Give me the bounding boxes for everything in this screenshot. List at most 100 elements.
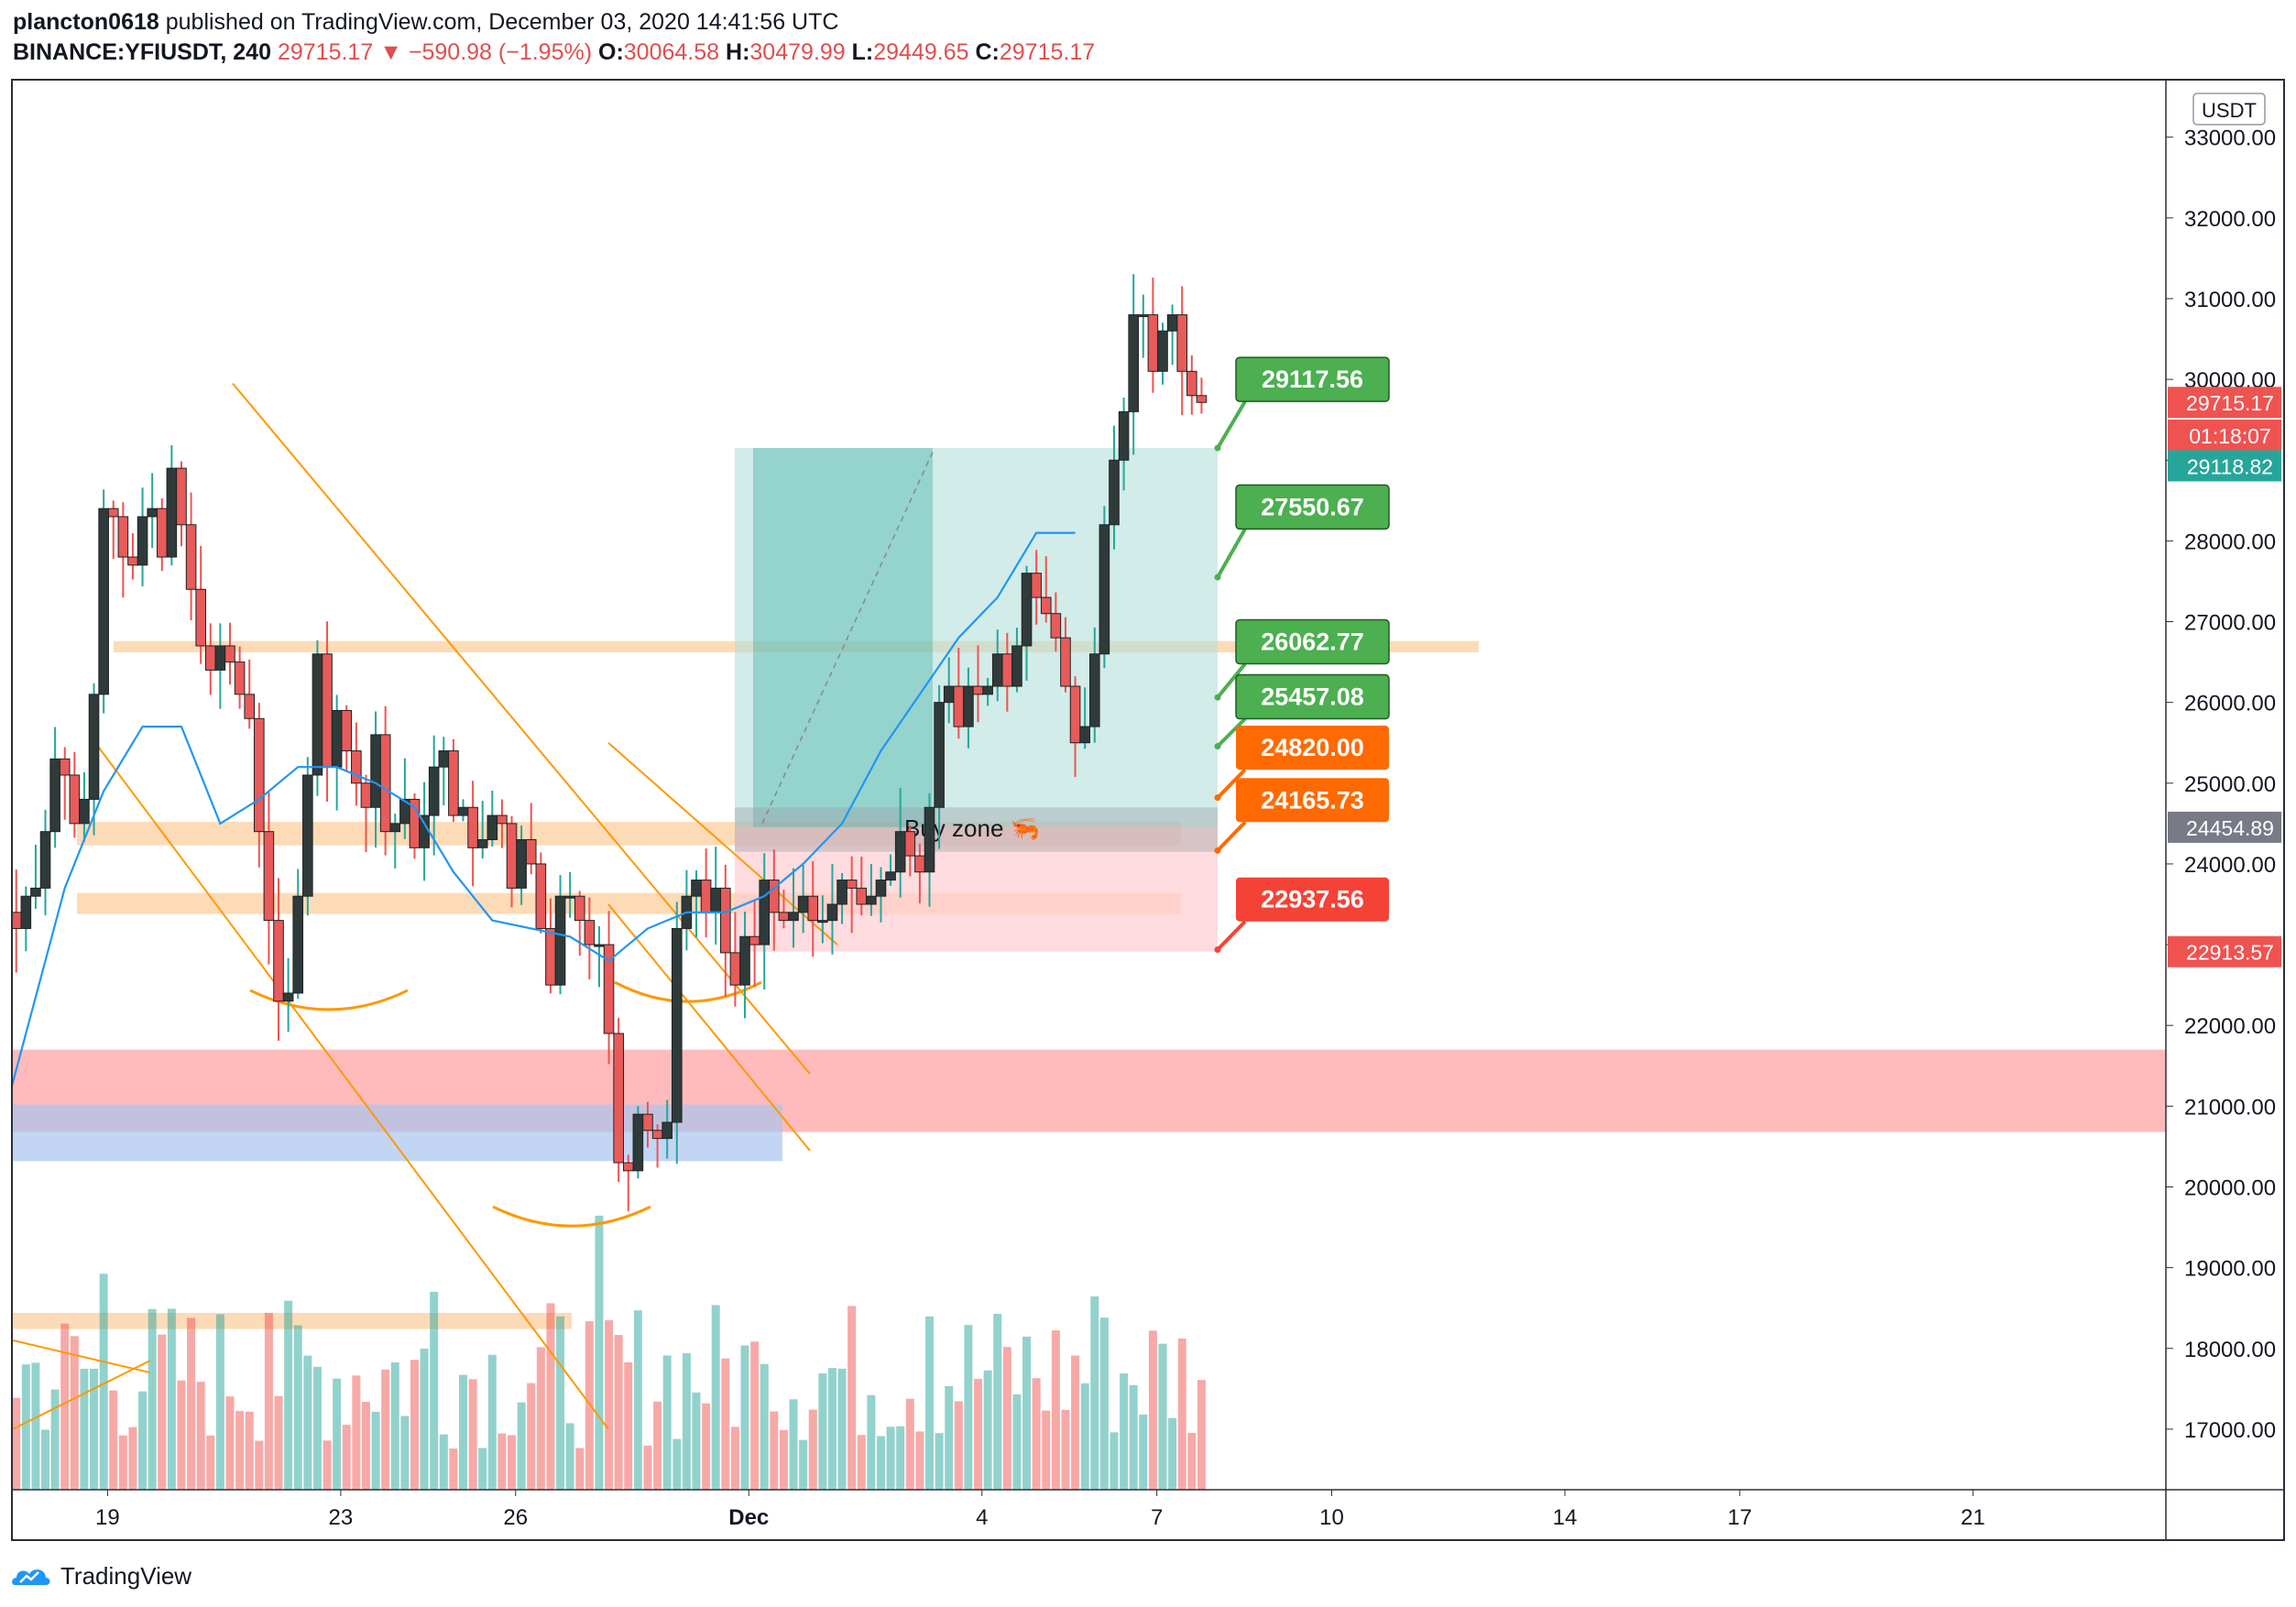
candle-body	[807, 895, 819, 922]
author-name[interactable]: plancton0618	[13, 9, 159, 35]
candle	[476, 801, 488, 859]
volume-bar	[653, 1401, 662, 1490]
volume-bar	[886, 1427, 895, 1490]
level-callout-target[interactable]: 25457.08	[1214, 673, 1390, 750]
long-position-tool[interactable]: Buy zone 🦐	[735, 448, 1218, 952]
candle	[1186, 355, 1197, 415]
candle-body	[13, 912, 22, 929]
volume-layer	[13, 1215, 1206, 1490]
candle	[20, 886, 32, 952]
price-tick-label: 22000.00	[2184, 1014, 2276, 1039]
volume-bar	[177, 1380, 186, 1490]
footer-brand[interactable]: TradingView	[60, 1561, 192, 1590]
open-label: O:	[598, 39, 624, 65]
candle-body	[438, 750, 450, 768]
volume-bar	[1051, 1330, 1060, 1490]
price-chart[interactable]: Buy zone 🦐 29117.56 27550.67 26062.77 25457…	[13, 81, 2283, 1539]
volume-bar	[264, 1312, 273, 1490]
volume-bar	[565, 1423, 574, 1490]
candle	[904, 825, 916, 877]
volume-bar	[721, 1358, 730, 1490]
level-callout-entry[interactable]: 24820.00	[1214, 726, 1390, 802]
level-callout-target[interactable]: 26062.77	[1214, 618, 1390, 701]
candle	[671, 902, 683, 1164]
candle-body	[1176, 314, 1188, 372]
candle	[613, 1017, 624, 1183]
candle	[1079, 687, 1090, 749]
candle	[788, 868, 799, 948]
callout-pointer	[1216, 662, 1247, 699]
candle-body	[263, 831, 275, 922]
volume-bar	[595, 1215, 604, 1490]
price-tick-label: 33000.00	[2184, 126, 2276, 151]
volume-bar	[50, 1389, 60, 1490]
loss-zone	[735, 826, 1218, 952]
candle-body	[991, 653, 1003, 687]
volume-bar	[760, 1363, 769, 1490]
candle-body	[1060, 637, 1071, 687]
level-callouts[interactable]: 29117.56 27550.67 26062.77 25457.08 24820.00…	[1214, 356, 1390, 954]
candle	[934, 684, 945, 849]
candle	[826, 863, 838, 955]
candle	[166, 444, 178, 566]
candle-body	[292, 895, 304, 994]
chart-frame[interactable]: Buy zone 🦐 29117.56 27550.67 26062.77 25457…	[11, 79, 2285, 1541]
volume-bar	[1032, 1378, 1041, 1490]
candle-body	[826, 903, 838, 922]
callout-dot	[1214, 694, 1221, 701]
candle-body	[1166, 314, 1178, 332]
candle	[632, 1106, 644, 1179]
candle	[622, 1154, 634, 1211]
candle	[710, 847, 722, 945]
level-callout-target[interactable]: 29117.56	[1214, 356, 1390, 452]
candle-body	[1001, 653, 1013, 687]
candle-body	[797, 895, 809, 913]
price-tick-label: 20000.00	[2184, 1175, 2276, 1200]
level-callout-stop[interactable]: 22937.56	[1214, 877, 1390, 954]
volume-bar	[109, 1390, 118, 1490]
arc-shoulder-left	[249, 989, 409, 1011]
candle	[1088, 627, 1100, 743]
volume-bar	[138, 1391, 148, 1490]
price-tick-label: 27000.00	[2184, 611, 2276, 636]
volume-bar	[867, 1394, 876, 1490]
volume-bar	[896, 1426, 905, 1490]
callout-box	[1236, 726, 1389, 771]
candle	[924, 793, 935, 907]
candle-body	[866, 895, 877, 905]
trendline-upper	[232, 382, 811, 1075]
callout-box	[1235, 618, 1390, 665]
ohlc-line: BINANCE:YFIUSDT, 240 29715.17 ▼ −590.98 …	[13, 37, 2276, 68]
axis-badge-label: 29715.17	[2186, 391, 2274, 415]
volume-bar	[575, 1448, 585, 1490]
volume-bar	[148, 1308, 157, 1490]
candle	[244, 659, 256, 729]
candle-body	[147, 508, 158, 518]
candle-body	[788, 912, 799, 922]
candle-body	[370, 734, 381, 808]
price-tick-label: 26000.00	[2184, 692, 2276, 716]
change-arrow-icon: ▼	[379, 39, 402, 65]
candle-body	[963, 685, 974, 727]
candle	[107, 500, 119, 560]
candle-body	[749, 935, 760, 946]
candle-body	[613, 1033, 624, 1164]
candle-body	[428, 766, 440, 816]
callout-box	[1236, 877, 1389, 922]
candle-body	[700, 880, 712, 913]
volume-bar	[536, 1347, 545, 1490]
level-callout-entry[interactable]: 24165.73	[1214, 778, 1390, 854]
volume-bar	[99, 1274, 108, 1490]
candle-body	[574, 895, 585, 922]
symbol-label[interactable]: BINANCE:YFIUSDT, 240	[13, 39, 271, 65]
volume-bar	[837, 1368, 847, 1490]
candle	[30, 844, 41, 909]
candle	[817, 895, 828, 944]
candle	[1137, 294, 1149, 358]
level-callout-target[interactable]: 27550.67	[1214, 484, 1390, 581]
position-path	[761, 452, 934, 825]
volume-bar	[740, 1345, 749, 1490]
candle-body	[322, 653, 333, 768]
volume-bar	[187, 1317, 196, 1490]
candle	[535, 852, 547, 934]
